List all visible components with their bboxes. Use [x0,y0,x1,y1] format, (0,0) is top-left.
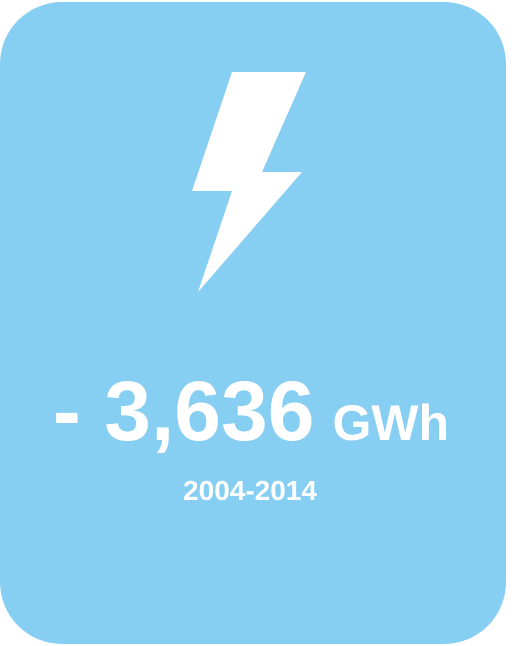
card [0,2,506,644]
headline: - 3,636 GWh [53,364,449,458]
period: 2004-2014 [183,475,317,506]
value: - 3,636 [53,364,315,458]
lightning-icon [192,72,306,292]
unit: GWh [332,395,449,451]
